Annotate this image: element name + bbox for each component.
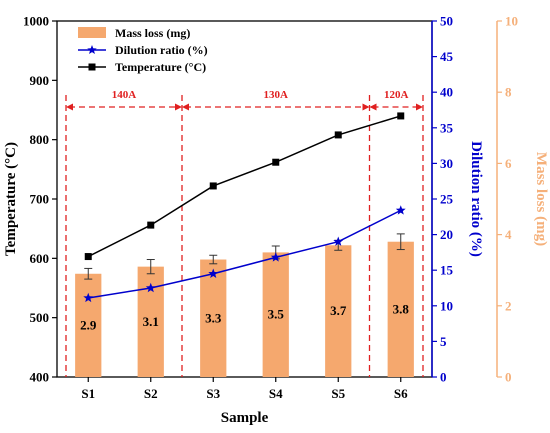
dilution-marker (333, 236, 344, 246)
mass-loss-tick-label: 2 (505, 298, 512, 313)
x-axis-title: Sample (221, 410, 269, 426)
x-tick-label: S6 (394, 386, 408, 401)
mass-loss-tick-label: 6 (505, 156, 512, 171)
legend-label-temperature: Temperature (°C) (115, 60, 206, 74)
dilution-line (88, 209, 402, 299)
dilution-tick-label: 25 (440, 192, 454, 207)
region-arrowhead (175, 103, 182, 111)
dilution-axis-title: Dilution ratio (%) (468, 141, 484, 257)
temperature-tick-label: 1000 (23, 14, 49, 29)
dilution-marker (270, 252, 281, 262)
x-tick-label: S2 (144, 386, 158, 401)
mass-loss-bar (325, 245, 352, 377)
mass-loss-data-label: 2.9 (80, 317, 97, 332)
region-label: 130A (264, 89, 289, 101)
mass-loss-tick-label: 0 (505, 370, 512, 385)
region-arrowhead (66, 103, 73, 111)
dilution-tick-label: 50 (440, 14, 453, 29)
dilution-tick-label: 20 (440, 227, 453, 242)
legend-label-mass-loss: Mass loss (mg) (115, 26, 190, 40)
x-tick-label: S1 (81, 386, 95, 401)
mass-loss-tick-label: 8 (505, 85, 512, 100)
region-arrowhead (362, 103, 370, 111)
dilution-tick-label: 30 (440, 156, 453, 171)
temperature-tick-label: 900 (30, 73, 50, 88)
dilution-tick-label: 35 (440, 120, 454, 135)
dilution-marker (145, 282, 156, 293)
temperature-line (87, 115, 401, 258)
legend-label-dilution: Dilution ratio (%) (115, 43, 208, 57)
temperature-marker (334, 131, 342, 139)
temperature-tick-label: 500 (30, 310, 50, 325)
dilution-tick-label: 45 (440, 49, 454, 64)
region-label: 120A (384, 89, 409, 101)
dilution-marker (395, 205, 406, 215)
dilution-marker (208, 268, 219, 278)
temperature-tick-label: 800 (30, 132, 50, 147)
legend-marker-temperature (88, 63, 96, 71)
x-tick-label: S3 (206, 386, 220, 401)
mass-loss-data-label: 3.1 (143, 314, 159, 329)
mass-loss-bar (262, 252, 289, 377)
plot-frame (56, 20, 433, 378)
dilution-tick-label: 5 (440, 334, 447, 349)
temperature-marker (397, 112, 405, 120)
temperature-marker (272, 158, 280, 166)
mass-loss-tick-label: 10 (505, 14, 518, 29)
dilution-tick-label: 10 (440, 298, 453, 313)
dilution-tick-label: 0 (440, 370, 447, 385)
mass-loss-data-label: 3.5 (268, 307, 285, 322)
temperature-tick-label: 700 (30, 192, 50, 207)
temperature-tick-label: 400 (30, 370, 50, 385)
region-arrowhead (182, 103, 189, 111)
temperature-tick-label: 600 (30, 251, 50, 266)
dilution-marker (83, 292, 94, 303)
legend-marker-dilution (87, 45, 97, 55)
mass-loss-bar (387, 241, 414, 377)
x-tick-label: S4 (269, 386, 283, 401)
legend-swatch-mass-loss (78, 27, 106, 38)
dilution-tick-label: 15 (440, 263, 454, 278)
mass-loss-bar (75, 273, 102, 377)
mass-loss-data-label: 3.7 (330, 303, 347, 318)
region-label: 140A (112, 89, 137, 101)
mass-loss-tick-label: 4 (505, 227, 512, 242)
mass-loss-data-label: 3.3 (205, 310, 222, 325)
temperature-marker (209, 182, 217, 190)
dilution-tick-label: 40 (440, 85, 453, 100)
mass-loss-bar (200, 259, 227, 377)
mass-loss-data-label: 3.8 (393, 301, 410, 316)
temperature-marker (84, 253, 92, 261)
region-arrowhead (369, 103, 377, 111)
mass-loss-axis-title: Mass loss (mg) (533, 152, 549, 246)
x-tick-label: S5 (331, 386, 345, 401)
region-arrowhead (416, 103, 423, 111)
temperature-axis-title: Temperature (°C) (3, 142, 19, 256)
temperature-marker (147, 221, 155, 229)
